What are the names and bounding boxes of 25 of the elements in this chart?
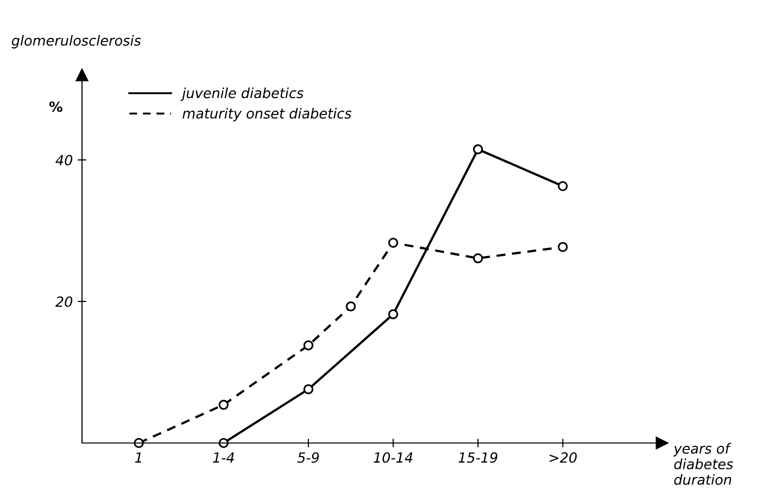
point: [346, 301, 356, 312]
point: [558, 181, 568, 192]
x-tick-label: 1-4: [212, 452, 234, 463]
legend-label: juvenile diabetics: [180, 88, 304, 101]
x-tick-label: 15-19: [458, 452, 498, 463]
point: [388, 238, 398, 248]
point: [558, 242, 568, 252]
point: [472, 144, 483, 154]
y-tick-label: 40: [56, 154, 72, 166]
legend-label: maturity onset diabetics: [182, 108, 352, 122]
point: [303, 384, 314, 394]
text: years of diabetes duration: [673, 443, 734, 485]
point: [388, 309, 398, 320]
point: [218, 400, 229, 410]
text: %: [49, 101, 62, 112]
x-tick-label: 1: [135, 452, 142, 463]
point: [472, 253, 483, 264]
point: [134, 438, 144, 448]
y-tick-label: 20: [55, 296, 72, 307]
point: [218, 438, 229, 448]
x-tick-label: 5-9: [297, 452, 319, 463]
y-axis-title: glomerulosclerosis: [12, 35, 141, 48]
x-tick-label: 10-14: [374, 452, 412, 463]
x-tick-label: >20: [550, 452, 577, 463]
point: [303, 340, 314, 350]
